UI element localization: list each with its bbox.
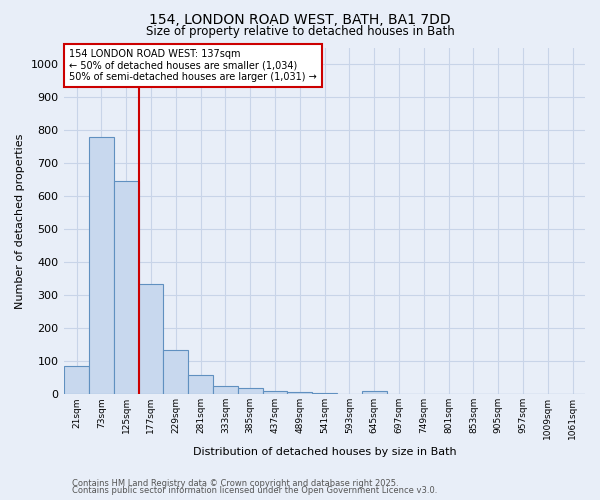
- Bar: [139, 284, 163, 395]
- Bar: [287, 392, 312, 394]
- Bar: [312, 392, 337, 394]
- Bar: [238, 388, 263, 394]
- Text: 154 LONDON ROAD WEST: 137sqm
← 50% of detached houses are smaller (1,034)
50% of: 154 LONDON ROAD WEST: 137sqm ← 50% of de…: [70, 49, 317, 82]
- Bar: [64, 366, 89, 394]
- Bar: [213, 386, 238, 394]
- Bar: [188, 375, 213, 394]
- Y-axis label: Number of detached properties: Number of detached properties: [15, 133, 25, 308]
- Text: Size of property relative to detached houses in Bath: Size of property relative to detached ho…: [146, 25, 454, 38]
- Bar: [89, 136, 114, 394]
- Text: 154, LONDON ROAD WEST, BATH, BA1 7DD: 154, LONDON ROAD WEST, BATH, BA1 7DD: [149, 12, 451, 26]
- X-axis label: Distribution of detached houses by size in Bath: Distribution of detached houses by size …: [193, 448, 457, 458]
- Bar: [263, 391, 287, 394]
- Bar: [362, 391, 386, 394]
- Text: Contains public sector information licensed under the Open Government Licence v3: Contains public sector information licen…: [72, 486, 437, 495]
- Text: Contains HM Land Registry data © Crown copyright and database right 2025.: Contains HM Land Registry data © Crown c…: [72, 478, 398, 488]
- Bar: [163, 350, 188, 395]
- Bar: [114, 182, 139, 394]
